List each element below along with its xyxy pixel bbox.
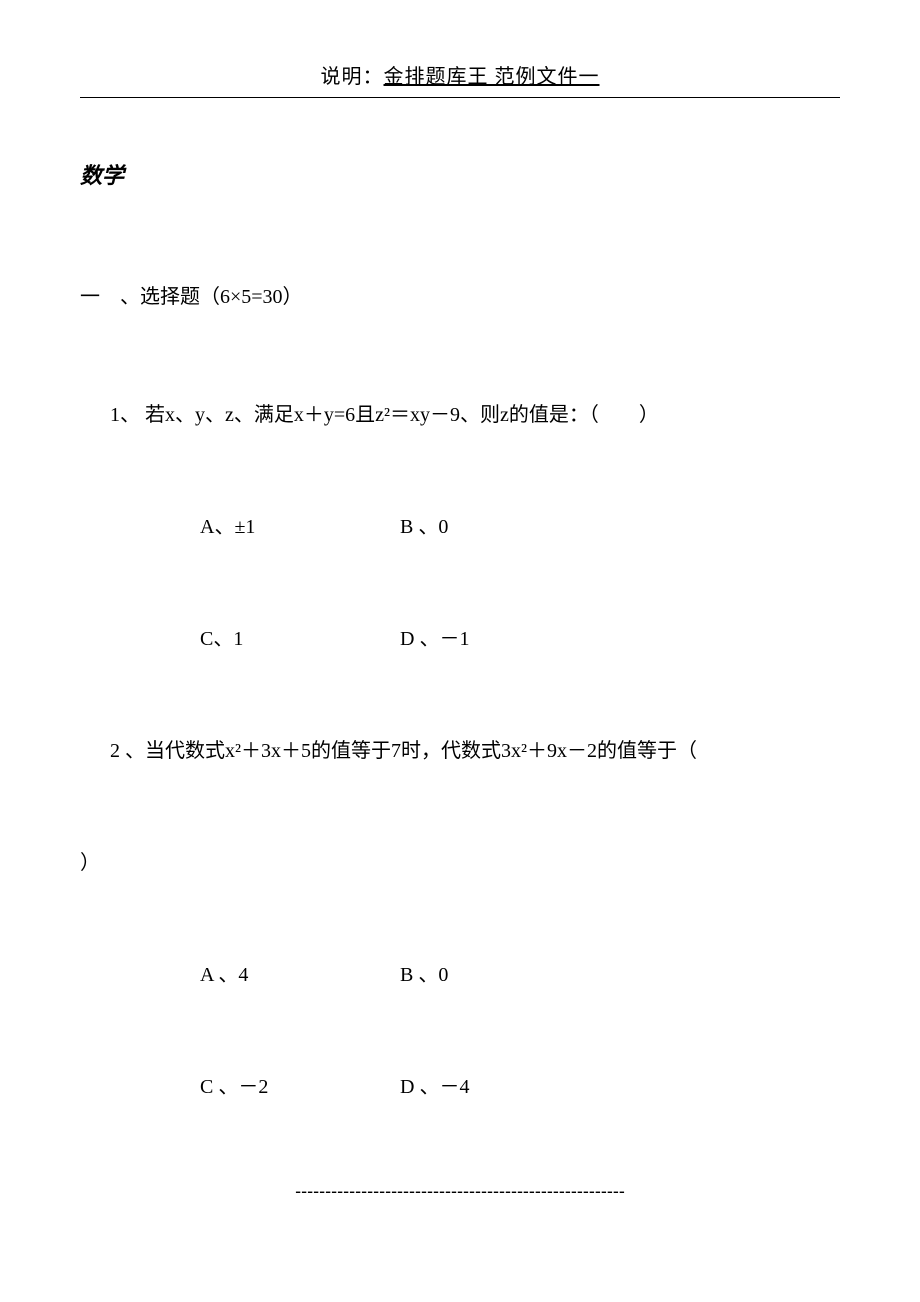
- footer-separator: ----------------------------------------…: [0, 1181, 920, 1202]
- q1-option-a: A、±1: [200, 511, 400, 543]
- header-prefix: 说明：: [321, 66, 384, 88]
- question-2: 2 、当代数式x²＋3x＋5的值等于7时，代数式3x²＋9x－2的值等于（ ） …: [110, 735, 840, 1103]
- q2-option-a: A 、4: [200, 959, 400, 991]
- q1-option-c: C、1: [200, 623, 400, 655]
- q1-option-d: D 、－1: [400, 623, 600, 655]
- subject-title: 数学: [80, 158, 840, 190]
- q2-option-b: B 、0: [400, 959, 600, 991]
- question-1: 1、 若x、y、z、满足x＋y=6且z²＝xy－9、则z的值是：（ ） A、±1…: [110, 399, 840, 655]
- q2-options-row-2: C 、－2 D 、－4: [200, 1071, 840, 1103]
- q2-option-d: D 、－4: [400, 1071, 600, 1103]
- header-title: 金排题库王 范例文件一: [384, 66, 600, 88]
- q2-options-row-1: A 、4 B 、0: [200, 959, 840, 991]
- q1-options-row-2: C、1 D 、－1: [200, 623, 840, 655]
- q2-option-c: C 、－2: [200, 1071, 400, 1103]
- q1-options-row-1: A、±1 B 、0: [200, 511, 840, 543]
- q2-stem: 2 、当代数式x²＋3x＋5的值等于7时，代数式3x²＋9x－2的值等于（: [110, 735, 840, 767]
- q2-closing: ）: [80, 847, 840, 879]
- q1-stem: 1、 若x、y、z、满足x＋y=6且z²＝xy－9、则z的值是：（ ）: [110, 399, 840, 431]
- page-header: 说明：金排题库王 范例文件一: [80, 60, 840, 98]
- q1-option-b: B 、0: [400, 511, 600, 543]
- section-title: 一 、选择题（6×5=30）: [80, 280, 840, 309]
